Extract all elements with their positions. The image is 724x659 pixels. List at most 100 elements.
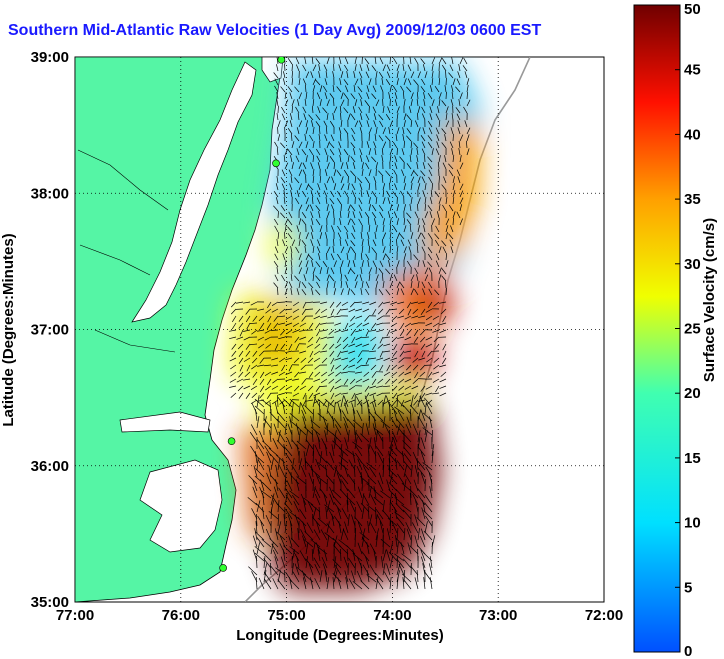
velocity-arrow xyxy=(445,260,449,268)
velocity-arrow xyxy=(347,430,350,443)
velocity-arrow xyxy=(389,542,393,555)
velocity-arrow xyxy=(344,423,349,436)
velocity-arrow xyxy=(368,274,371,282)
velocity-arrow xyxy=(350,156,356,163)
velocity-arrow xyxy=(427,141,433,149)
velocity-arrow xyxy=(424,267,429,275)
velocity-arrow xyxy=(437,162,440,170)
velocity-arrow xyxy=(352,162,356,170)
velocity-arrow xyxy=(326,274,330,282)
velocity-arrow xyxy=(394,183,398,191)
velocity-arrow xyxy=(364,315,370,322)
velocity-arrow xyxy=(417,112,419,121)
velocity-arrow xyxy=(250,424,258,436)
velocity-arrow xyxy=(402,127,405,135)
velocity-arrow xyxy=(319,385,328,387)
velocity-arrow xyxy=(396,71,399,79)
velocity-arrow xyxy=(433,336,440,343)
velocity-arrow xyxy=(375,514,378,527)
velocity-arrow xyxy=(391,521,398,534)
velocity-arrow xyxy=(343,416,349,429)
velocity-arrow xyxy=(410,274,415,282)
x-axis-ticks: 77:00 76:00 75:00 74:00 73:00 72:00 xyxy=(56,607,623,624)
velocity-arrow xyxy=(350,329,356,336)
velocity-arrow xyxy=(382,385,391,388)
velocity-arrow xyxy=(350,142,356,149)
station-marker xyxy=(272,159,280,168)
velocity-arrow xyxy=(283,155,286,163)
velocity-arrow xyxy=(343,93,349,100)
velocity-arrow xyxy=(425,336,433,341)
velocity-arrow xyxy=(397,364,405,369)
velocity-arrow xyxy=(459,218,463,226)
velocity-arrow xyxy=(404,399,412,403)
velocity-arrow xyxy=(316,92,321,100)
velocity-arrow xyxy=(327,336,335,339)
velocity-arrow xyxy=(372,260,377,268)
velocity-arrow xyxy=(435,127,440,135)
velocity-arrow xyxy=(237,343,244,350)
velocity-arrow xyxy=(343,556,349,569)
velocity-arrow xyxy=(280,556,286,569)
velocity-arrow xyxy=(331,489,342,499)
velocity-arrow xyxy=(332,572,342,583)
velocity-arrow xyxy=(298,204,303,212)
velocity-arrow xyxy=(310,232,314,240)
velocity-arrow xyxy=(284,231,286,240)
velocity-arrow xyxy=(366,155,370,163)
velocity-arrow xyxy=(391,371,398,377)
velocity-arrow xyxy=(417,488,426,499)
velocity-arrow xyxy=(337,350,342,358)
velocity-arrow xyxy=(356,570,363,583)
velocity-arrow xyxy=(427,135,433,142)
velocity-arrow xyxy=(243,385,251,390)
velocity-arrow xyxy=(312,507,317,520)
velocity-arrow xyxy=(396,106,400,114)
velocity-arrow xyxy=(326,267,329,275)
velocity-arrow xyxy=(346,71,349,79)
velocity-arrow xyxy=(441,268,447,275)
velocity-arrow xyxy=(316,281,321,289)
velocity-arrow xyxy=(310,577,314,590)
velocity-arrow xyxy=(293,501,300,513)
velocity-arrow xyxy=(464,120,468,128)
velocity-arrow xyxy=(441,64,447,72)
velocity-arrow xyxy=(272,378,279,384)
velocity-arrow xyxy=(319,488,328,499)
velocity-arrow xyxy=(284,281,289,289)
velocity-arrow xyxy=(438,267,442,275)
velocity-arrow xyxy=(396,516,405,527)
velocity-arrow xyxy=(396,218,399,226)
velocity-arrow xyxy=(420,549,426,562)
velocity-arrow xyxy=(377,480,384,492)
velocity-arrow xyxy=(379,364,384,372)
velocity-arrow xyxy=(284,423,287,436)
velocity-arrow xyxy=(398,563,405,576)
velocity-arrow xyxy=(292,322,300,327)
velocity-arrow xyxy=(375,281,379,289)
velocity-arrow xyxy=(438,197,442,205)
velocity-arrow xyxy=(360,253,363,261)
velocity-arrow xyxy=(326,460,335,471)
velocity-arrow xyxy=(298,267,303,275)
velocity-arrow xyxy=(385,78,391,86)
velocity-arrow xyxy=(333,63,335,72)
velocity-arrow xyxy=(416,148,419,156)
velocity-arrow xyxy=(278,392,286,396)
velocity-arrow xyxy=(391,430,398,443)
velocity-arrow xyxy=(364,385,370,392)
velocity-arrow xyxy=(396,64,400,72)
velocity-arrow xyxy=(304,531,314,541)
velocity-arrow xyxy=(282,402,286,415)
chart-title: Southern Mid-Atlantic Raw Velocities (1 … xyxy=(8,22,542,39)
velocity-arrow xyxy=(374,148,377,156)
velocity-arrow xyxy=(340,281,343,289)
velocity-arrow xyxy=(315,308,321,315)
velocity-arrow xyxy=(407,78,412,86)
velocity-arrow xyxy=(354,516,363,527)
velocity-arrow xyxy=(350,246,356,254)
velocity-arrow xyxy=(435,260,440,268)
velocity-arrow xyxy=(347,155,350,163)
velocity-arrow xyxy=(332,440,342,450)
velocity-arrow xyxy=(269,411,279,422)
